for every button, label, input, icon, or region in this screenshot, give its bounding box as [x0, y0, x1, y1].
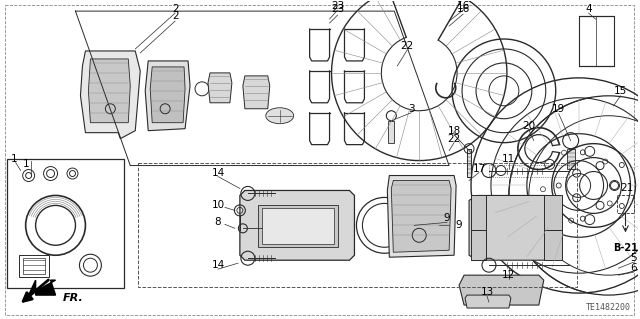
- Polygon shape: [391, 181, 451, 252]
- Polygon shape: [243, 76, 270, 109]
- Bar: [388, 121, 394, 143]
- Text: 23: 23: [331, 1, 344, 11]
- Polygon shape: [465, 295, 511, 308]
- Text: TE1482200: TE1482200: [586, 303, 630, 312]
- Text: 22: 22: [401, 41, 414, 51]
- Text: B-21: B-21: [613, 243, 638, 253]
- Bar: [6, 159, 124, 288]
- Bar: [262, 208, 333, 244]
- Ellipse shape: [266, 108, 294, 124]
- Polygon shape: [469, 196, 557, 260]
- Text: 1: 1: [22, 159, 29, 168]
- Bar: [471, 230, 486, 260]
- Bar: [544, 196, 562, 230]
- Text: 6: 6: [630, 263, 637, 273]
- Text: 14: 14: [211, 260, 225, 270]
- Bar: [579, 16, 614, 66]
- Text: 22: 22: [447, 134, 461, 144]
- Bar: [258, 205, 337, 247]
- Text: 9: 9: [444, 213, 451, 223]
- Text: 4: 4: [586, 4, 592, 14]
- Text: FR.: FR.: [63, 293, 83, 303]
- Text: 17: 17: [472, 164, 486, 174]
- Polygon shape: [145, 61, 190, 131]
- Text: 9: 9: [456, 220, 462, 230]
- Polygon shape: [240, 190, 355, 260]
- Text: 10: 10: [211, 200, 225, 211]
- Text: 2: 2: [172, 11, 179, 21]
- Text: 16: 16: [456, 1, 470, 11]
- Bar: [19, 255, 49, 277]
- Text: 15: 15: [614, 86, 627, 96]
- Polygon shape: [29, 280, 56, 295]
- Bar: [138, 163, 577, 287]
- Text: 11: 11: [502, 153, 516, 164]
- Text: 21: 21: [620, 183, 633, 193]
- Polygon shape: [208, 73, 232, 103]
- Text: 20: 20: [522, 121, 536, 131]
- Bar: [489, 165, 569, 176]
- Text: 3: 3: [408, 104, 415, 114]
- Bar: [22, 258, 45, 274]
- Polygon shape: [387, 175, 456, 257]
- Bar: [616, 196, 634, 213]
- Text: 5: 5: [630, 253, 637, 263]
- Bar: [471, 196, 486, 230]
- Bar: [566, 149, 575, 168]
- Text: 12: 12: [502, 270, 516, 280]
- Text: 14: 14: [211, 167, 225, 178]
- Polygon shape: [150, 67, 185, 123]
- Text: 16: 16: [456, 4, 470, 14]
- Polygon shape: [88, 59, 131, 123]
- Text: 18: 18: [447, 126, 461, 136]
- Text: 1: 1: [11, 153, 17, 164]
- Polygon shape: [81, 51, 140, 139]
- Bar: [467, 149, 471, 176]
- Polygon shape: [459, 275, 544, 305]
- Text: 19: 19: [552, 104, 565, 114]
- Text: 23: 23: [331, 4, 344, 14]
- Text: 13: 13: [481, 287, 493, 297]
- Text: 2: 2: [172, 4, 179, 14]
- Text: 8: 8: [214, 217, 221, 227]
- Bar: [544, 230, 562, 260]
